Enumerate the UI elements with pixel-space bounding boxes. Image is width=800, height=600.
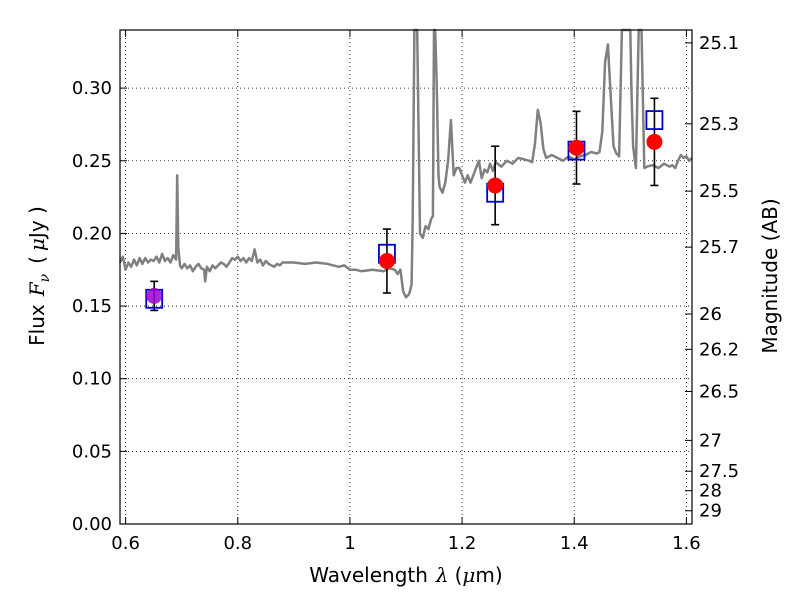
- x-tick-label: 1: [344, 533, 355, 554]
- x-tick-label: 1.2: [448, 533, 477, 554]
- errorbar-series: [150, 97, 659, 312]
- x-axis-label: Wavelength λ (μm): [309, 563, 502, 587]
- plot-frame: [119, 29, 693, 525]
- model-point: [645, 110, 664, 130]
- y-axis-ticks: 0.00 0.05 0.10 0.15 0.20 0.25 0.30: [72, 78, 127, 535]
- magnitude-tick-label: 26: [699, 304, 722, 325]
- magnitude-tick-label: 25.7: [699, 237, 739, 258]
- model-series: [145, 110, 664, 309]
- observed-point: [378, 253, 395, 270]
- magnitude-tick-label: 25.3: [699, 114, 739, 135]
- y-tick-label: 0.30: [72, 78, 112, 99]
- y-tick-label: 0.20: [72, 223, 112, 244]
- observed-point: [487, 177, 504, 194]
- y-tick-label: 0.25: [72, 151, 112, 172]
- spectrum-series: [118, 28, 693, 299]
- spectrum-line: [118, 28, 693, 299]
- magnitude-tick-label: 29: [699, 501, 722, 522]
- y-tick-label: 0.15: [72, 296, 112, 317]
- magnitude-tick-label: 25.1: [699, 33, 739, 54]
- observed-series: [146, 133, 663, 304]
- y-tick-label: 0.05: [72, 441, 112, 462]
- magnitude-tick-label: 26.2: [699, 339, 739, 360]
- observed-point: [646, 133, 663, 150]
- x-tick-label: 0.8: [223, 533, 252, 554]
- y-axis-label: FluxFν(μJy ): [25, 206, 53, 346]
- y-tick-label: 0.10: [72, 369, 112, 390]
- x-tick-label: 1.6: [672, 533, 701, 554]
- magnitude-tick-label: 28: [699, 481, 722, 502]
- magnitude-tick-label: 25.5: [699, 181, 739, 202]
- magnitude-tick-label: 26.5: [699, 381, 739, 402]
- x-axis-ticks: 0.6 0.8 1 1.2 1.4 1.6: [111, 30, 701, 554]
- magnitude-tick-label: 27: [699, 430, 722, 451]
- x-tick-label: 1.4: [560, 533, 589, 554]
- magnitude-axis-label: Magnitude (AB): [758, 198, 782, 353]
- y-tick-label: 0.00: [72, 514, 112, 535]
- observed-point: [568, 139, 585, 156]
- magnitude-tick-label: 27.5: [699, 461, 739, 482]
- observed-point: [146, 287, 163, 304]
- x-tick-label: 0.6: [111, 533, 140, 554]
